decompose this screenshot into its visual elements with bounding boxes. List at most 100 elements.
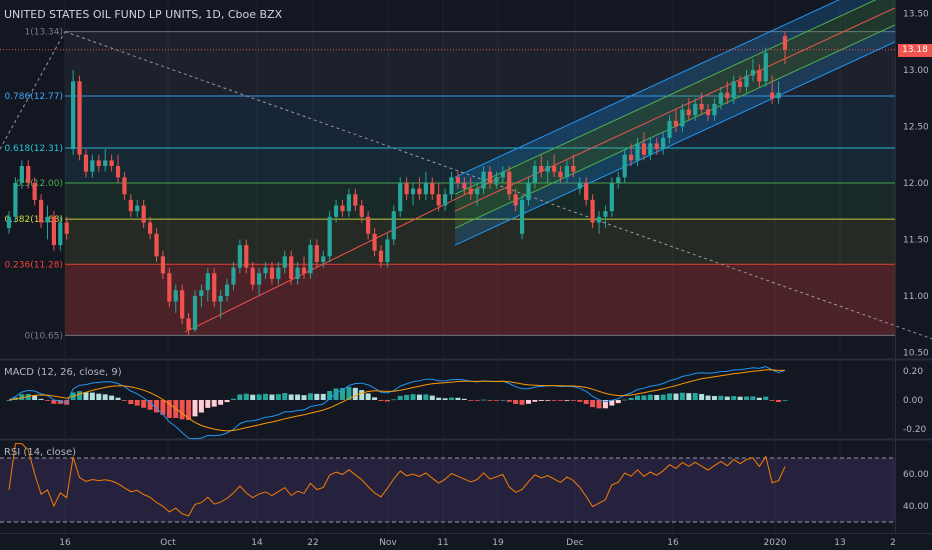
macd-histogram-bar xyxy=(622,399,628,401)
macd-histogram-bar xyxy=(288,394,294,400)
candle-body xyxy=(487,171,493,183)
macd-histogram-bar xyxy=(327,390,333,400)
candle-body xyxy=(564,166,570,178)
macd-histogram-bar xyxy=(359,390,365,400)
candle-body xyxy=(750,70,756,76)
candle-body xyxy=(673,120,679,127)
macd-histogram-bar xyxy=(115,397,121,400)
macd-histogram-bar xyxy=(224,400,230,403)
time-tick-label: 13 xyxy=(834,538,845,548)
fib-zone xyxy=(65,182,895,220)
macd-histogram-bar xyxy=(301,395,307,400)
time-tick-label: 2 xyxy=(890,538,896,548)
regression-channel-edge xyxy=(454,41,896,246)
macd-histogram-bar xyxy=(186,400,192,420)
time-tick-label: 19 xyxy=(492,538,504,548)
rsi-band-fill xyxy=(0,458,895,522)
candle-body xyxy=(147,222,153,234)
candle-body xyxy=(224,284,230,296)
macd-line xyxy=(8,365,786,440)
candle-body xyxy=(353,194,358,206)
macd-histogram-bar xyxy=(769,400,775,401)
candle-body xyxy=(218,295,223,302)
candle-body xyxy=(757,70,762,82)
macd-histogram-bar xyxy=(307,393,313,400)
price-tick-label: 13.50 xyxy=(903,10,929,20)
macd-histogram-bar xyxy=(744,396,750,400)
price-tick-label: 11.00 xyxy=(903,292,929,302)
time-tick-label: 22 xyxy=(307,538,318,548)
candle-body xyxy=(199,290,204,296)
macd-histogram-bar xyxy=(654,395,660,400)
macd-histogram-bar xyxy=(57,400,63,404)
macd-histogram-bar xyxy=(416,394,422,400)
macd-histogram-bar xyxy=(641,395,647,400)
macd-histogram-bar xyxy=(468,400,474,401)
candle-body xyxy=(539,166,544,172)
time-tick-label: Dec xyxy=(566,538,583,548)
macd-histogram-bar xyxy=(737,396,743,400)
candle-body xyxy=(507,171,512,195)
macd-histogram-bar xyxy=(532,400,538,402)
macd-histogram-bar xyxy=(179,400,185,420)
trend-line xyxy=(184,176,501,333)
macd-histogram-bar xyxy=(25,394,31,400)
candle-body xyxy=(718,92,723,104)
candle-body xyxy=(744,75,749,87)
macd-histogram-bar xyxy=(436,397,442,400)
candle-body xyxy=(680,109,685,127)
macd-histogram-bar xyxy=(237,394,243,400)
candle-body xyxy=(38,199,44,223)
macd-histogram-bar xyxy=(699,394,705,400)
macd-histogram-bar xyxy=(314,393,320,400)
candle-body xyxy=(494,177,499,183)
candle-body xyxy=(269,267,275,279)
candle-body xyxy=(340,205,345,212)
candle-body xyxy=(731,81,736,99)
regression-channel-edge xyxy=(454,0,840,178)
candle-body xyxy=(128,199,133,212)
macd-histogram-bar xyxy=(686,393,692,400)
candle-body xyxy=(333,205,339,217)
time-tick-label: 2020 xyxy=(764,538,787,548)
candle-body xyxy=(186,318,191,330)
fib-level-label: 1(13.34) xyxy=(24,28,63,38)
macd-histogram-bar xyxy=(577,400,583,402)
macd-histogram-bar xyxy=(756,397,762,400)
macd-histogram-bar xyxy=(673,393,679,400)
macd-histogram-bar xyxy=(275,394,281,400)
candle-body xyxy=(391,211,396,240)
macd-histogram-bar xyxy=(384,400,390,402)
macd-histogram-bar xyxy=(628,397,634,400)
macd-histogram-bar xyxy=(295,394,301,400)
macd-histogram-bar xyxy=(570,400,576,401)
macd-histogram-bar xyxy=(154,400,160,413)
macd-histogram-bar xyxy=(352,387,358,400)
candle-body xyxy=(603,211,608,217)
macd-histogram-bar xyxy=(551,400,557,401)
candle-body xyxy=(96,160,101,167)
candle-body xyxy=(705,109,711,116)
candle-body xyxy=(738,81,743,87)
candle-body xyxy=(109,160,114,167)
candle-body xyxy=(103,160,108,167)
rsi-tick-label: 60.00 xyxy=(903,470,929,480)
chart-title: UNITED STATES OIL FUND LP UNITS, 1D, Cbo… xyxy=(4,8,283,21)
candle-body xyxy=(13,182,18,217)
macd-histogram-bar xyxy=(166,400,172,418)
macd-histogram-bar xyxy=(160,400,166,415)
candle-body xyxy=(654,143,659,150)
macd-histogram-bar xyxy=(83,392,89,400)
candle-body xyxy=(532,166,537,183)
macd-histogram-bar xyxy=(538,400,544,401)
candle-body xyxy=(763,53,768,82)
price-tick-label: 10.50 xyxy=(903,348,929,358)
candle-body xyxy=(552,166,557,172)
candle-body xyxy=(455,177,461,183)
candle-body xyxy=(19,166,24,183)
candle-body xyxy=(468,188,473,195)
candle-body xyxy=(449,177,454,195)
trend-line-dashed xyxy=(0,31,66,150)
candle-body xyxy=(686,109,691,116)
